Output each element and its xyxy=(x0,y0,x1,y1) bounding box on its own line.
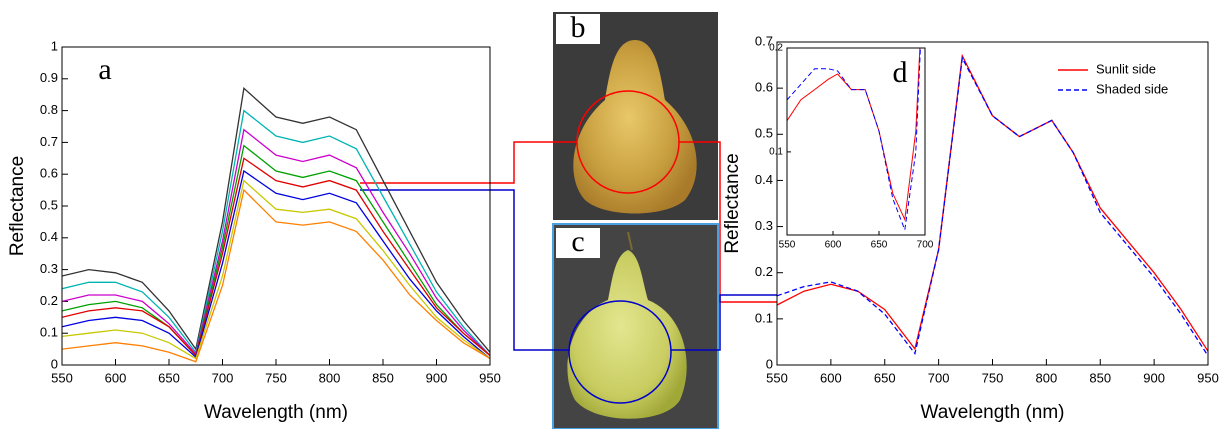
series-line xyxy=(62,157,490,357)
series-line xyxy=(62,169,490,360)
photo-c: c xyxy=(552,223,719,429)
x-tick-label: 550 xyxy=(766,370,788,385)
y-tick-label: 1 xyxy=(51,38,58,53)
series-line xyxy=(62,109,490,356)
y-axis-title: Reflectance xyxy=(7,156,28,256)
y-tick-label: 0.2 xyxy=(755,264,773,279)
y-tick-label: 0 xyxy=(766,356,773,371)
axes-frame xyxy=(776,41,1209,366)
x-tick-label: 900 xyxy=(426,370,448,385)
y-tick-label: 0.5 xyxy=(40,197,58,212)
x-tick-label: 650 xyxy=(871,240,888,251)
inset-background xyxy=(787,48,925,235)
connectors xyxy=(360,141,777,351)
series-line xyxy=(777,55,1208,357)
x-tick-label: 950 xyxy=(1197,370,1219,385)
x-axis-title: Wavelength (nm) xyxy=(921,402,1065,423)
y-tick-label: 0.6 xyxy=(40,166,58,181)
x-tick-label: 650 xyxy=(874,370,896,385)
x-axis-title: Wavelength (nm) xyxy=(204,402,348,423)
series-line xyxy=(62,128,490,356)
x-tick-label: 950 xyxy=(479,370,501,385)
x-tick-label: 850 xyxy=(1089,370,1111,385)
y-tick-label: 0.2 xyxy=(40,293,58,308)
plot-lines xyxy=(62,87,490,363)
x-tick-label: 750 xyxy=(982,370,1004,385)
plot-lines xyxy=(777,53,1208,357)
y-tick-label: 0.1 xyxy=(769,147,783,158)
x-tick-label: 700 xyxy=(212,370,234,385)
x-tick-label: 550 xyxy=(51,370,73,385)
photo-b: b xyxy=(553,11,718,220)
x-tick-label: 700 xyxy=(928,370,950,385)
x-tick-label: 600 xyxy=(105,370,127,385)
y-axis-title: Reflectance xyxy=(722,153,743,253)
x-tick-label: 550 xyxy=(779,240,796,251)
y-tick-label: 0.7 xyxy=(40,134,58,149)
y-tick-label: 0.8 xyxy=(40,102,58,117)
y-tick-label: 0 xyxy=(51,356,58,371)
series-line xyxy=(62,87,490,353)
legend-label: Sunlit side xyxy=(1096,61,1156,76)
legend-label: Shaded side xyxy=(1096,81,1168,96)
x-tick-label: 800 xyxy=(319,370,341,385)
x-tick-label: 800 xyxy=(1036,370,1058,385)
x-tick-label: 700 xyxy=(917,240,934,251)
x-tick-label: 650 xyxy=(158,370,180,385)
y-tick-label: 0.3 xyxy=(755,218,773,233)
x-tick-label: 900 xyxy=(1143,370,1165,385)
y-tick-label: 0.7 xyxy=(755,33,773,48)
y-tick-label: 0.9 xyxy=(40,70,58,85)
series-line xyxy=(62,179,490,360)
y-tick-label: 0.3 xyxy=(40,261,58,276)
panel-label: d xyxy=(893,56,908,89)
y-tick-label: 0.4 xyxy=(40,229,58,244)
y-tick-label: 0.1 xyxy=(40,325,58,340)
y-tick-label: 0.4 xyxy=(755,172,773,187)
plot-lines xyxy=(787,48,921,232)
photo-label: c xyxy=(571,225,584,258)
x-tick-label: 850 xyxy=(372,370,394,385)
x-tick-label: 600 xyxy=(825,240,842,251)
x-tick-label: 600 xyxy=(820,370,842,385)
photo-label: b xyxy=(571,11,586,44)
series-line xyxy=(62,188,490,363)
panel-label: a xyxy=(98,53,111,86)
y-tick-label: 0.2 xyxy=(769,43,783,54)
y-tick-label: 0.5 xyxy=(755,126,773,141)
y-tick-label: 0.6 xyxy=(755,80,773,95)
axes-frame xyxy=(61,46,491,366)
series-line xyxy=(777,53,1208,352)
series-line xyxy=(62,144,490,357)
series-line xyxy=(787,48,921,222)
axes-frame xyxy=(786,47,926,236)
x-tick-label: 750 xyxy=(265,370,287,385)
y-tick-label: 0.1 xyxy=(755,310,773,325)
